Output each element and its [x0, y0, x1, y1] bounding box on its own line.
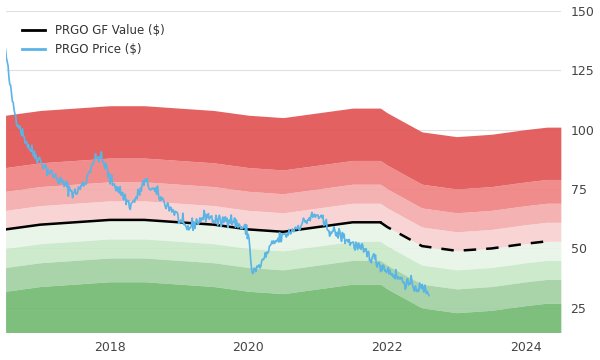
Legend: PRGO GF Value ($), PRGO Price ($): PRGO GF Value ($), PRGO Price ($) [17, 20, 169, 61]
